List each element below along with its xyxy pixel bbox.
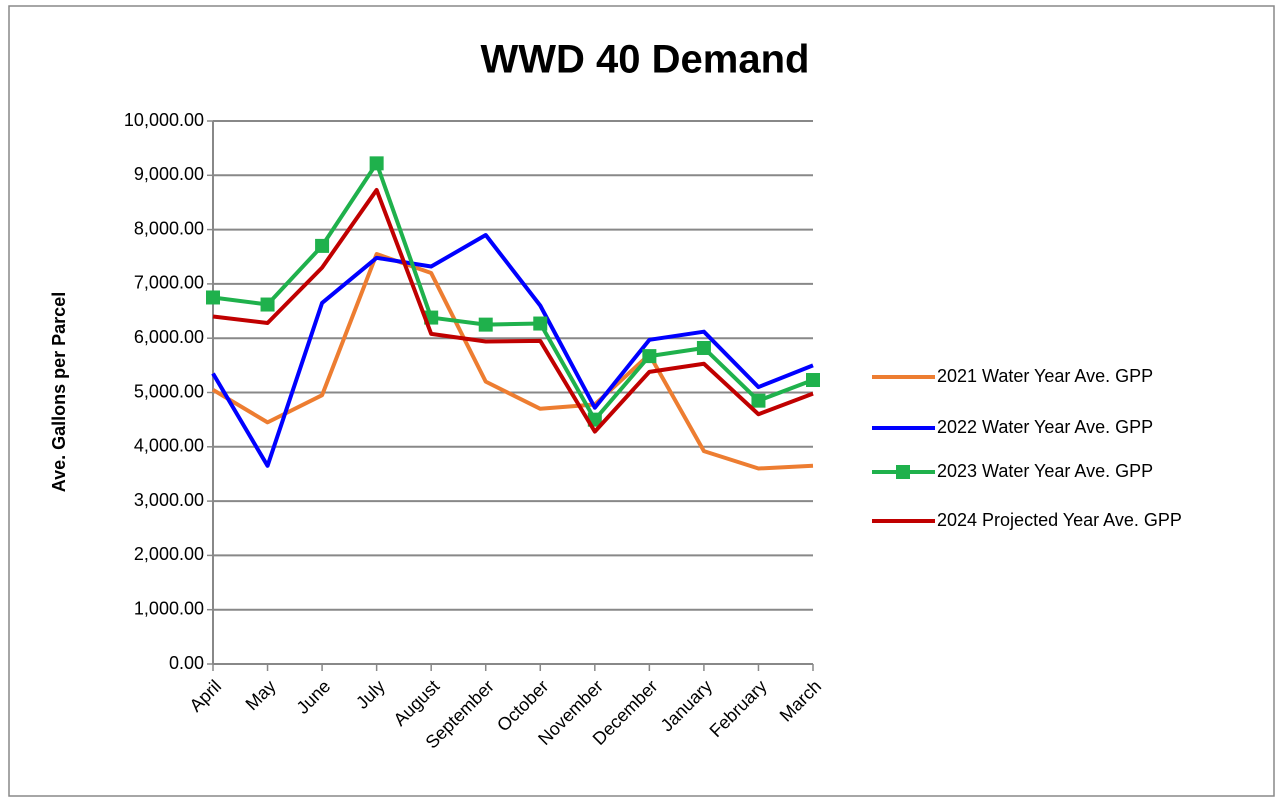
chart-title: WWD 40 Demand [481,38,810,82]
y-axis-label: Ave. Gallons per Parcel [49,292,69,492]
series-marker [533,316,548,331]
y-tick-label: 10,000.00 [124,110,204,130]
legend-label: 2024 Projected Year Ave. GPP [937,510,1182,530]
series-line [211,252,814,471]
series-marker [260,297,275,312]
y-tick-label: 5,000.00 [134,381,204,401]
y-tick-label: 6,000.00 [134,327,204,347]
series-line [212,187,814,434]
y-tick-label: 3,000.00 [134,490,204,510]
series-marker [806,373,820,388]
y-tick-label: 1,000.00 [134,598,204,618]
series-marker [369,156,384,171]
series-marker [696,340,711,355]
legend-label: 2023 Water Year Ave. GPP [937,461,1153,481]
y-tick-label: 2,000.00 [134,544,204,564]
y-tick-label: 4,000.00 [134,436,204,456]
y-tick-label: 8,000.00 [134,218,204,238]
series-line [212,161,814,422]
series-marker [751,393,766,408]
y-tick-label: 9,000.00 [134,164,204,184]
series-line [211,233,814,468]
y-tick-label: 7,000.00 [134,273,204,293]
series-marker [478,317,493,332]
y-tick-label: 0.00 [169,653,204,673]
legend-marker [896,465,910,479]
series-marker [642,349,657,364]
legend-label: 2021 Water Year Ave. GPP [937,366,1153,386]
legend-label: 2022 Water Year Ave. GPP [937,417,1153,437]
series-marker [315,238,330,253]
series-marker [206,290,220,305]
